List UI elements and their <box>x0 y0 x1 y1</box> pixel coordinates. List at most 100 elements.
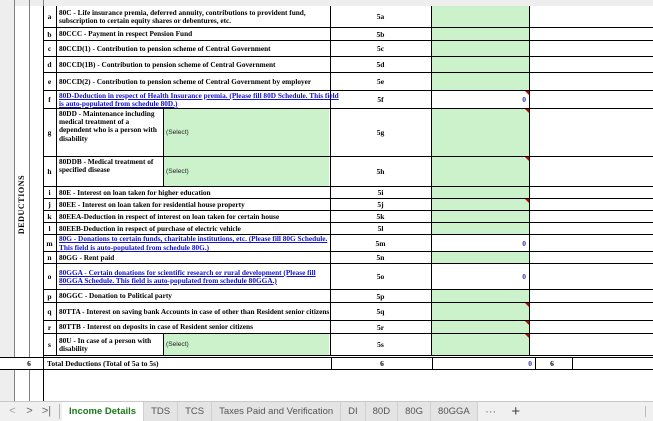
row-tail-cell <box>531 334 653 355</box>
amount-input-cell[interactable] <box>431 157 530 186</box>
nav-prev-icon[interactable]: < <box>9 405 16 417</box>
row-letter: f <box>43 91 57 108</box>
amount-input-cell[interactable] <box>431 187 530 198</box>
amount-input-cell[interactable]: 0 <box>431 235 530 251</box>
sheet-tab-80d[interactable]: 80D <box>365 402 399 421</box>
row-tail-cell <box>531 303 653 320</box>
amount-input-cell[interactable] <box>431 109 530 156</box>
schedule-link[interactable]: 80GGA - Certain donations for scientific… <box>59 267 316 285</box>
tab-separator <box>59 404 60 419</box>
schedule-link[interactable]: 80D-Deduction in respect of Health Insur… <box>59 90 339 108</box>
table-row: h 80DDB - Medical treatment of specified … <box>43 157 653 187</box>
row-tail-cell <box>531 321 653 333</box>
table-row: k 80EEA-Deduction in respect of interest … <box>43 211 653 223</box>
amount-input-cell[interactable]: 0 <box>431 91 530 108</box>
cell-comment-marker-icon <box>525 321 529 325</box>
cell-comment-marker-icon <box>525 157 529 161</box>
add-sheet-icon[interactable]: + <box>511 403 521 420</box>
row-letter: l <box>43 223 57 234</box>
row-letter: d <box>43 57 57 72</box>
amount-input-cell[interactable] <box>431 199 530 210</box>
amount-input-cell[interactable] <box>431 41 530 56</box>
select-dropdown[interactable]: (Select) <box>163 109 329 156</box>
nav-next-icon[interactable]: > <box>26 405 33 417</box>
row-description: 80TTB - Interest on deposits in case of … <box>59 322 253 332</box>
section-label-column <box>15 6 30 401</box>
row-code: 5q <box>330 303 430 320</box>
amount-input-cell[interactable] <box>431 73 530 90</box>
row-description: 80GG - Rent paid <box>59 252 115 262</box>
sheet-nav-arrows: < > >| <box>0 402 57 421</box>
total-row-tail <box>573 358 653 369</box>
total-row-value[interactable]: 0 <box>432 358 536 369</box>
sheet-tab-taxes-paid-and-verification[interactable]: Taxes Paid and Verification <box>212 402 342 421</box>
table-row: a 80C - Life insurance premia, deferred a… <box>43 6 653 28</box>
cell-comment-marker-icon <box>525 109 529 113</box>
row-description[interactable]: 80D-Deduction in respect of Health Insur… <box>57 91 343 108</box>
row-letter: j <box>43 199 57 210</box>
row-description: 80DDB - Medical treatment of specified d… <box>59 157 154 175</box>
row-tail-cell <box>531 28 653 40</box>
row-tail-cell <box>531 109 653 156</box>
nav-last-icon[interactable]: >| <box>41 405 52 417</box>
row-description: 80C - Life insurance premia, deferred an… <box>59 7 306 25</box>
amount-input-cell[interactable] <box>431 28 530 40</box>
row-letter: h <box>43 157 57 186</box>
sheet-tab-tds[interactable]: TDS <box>144 402 179 421</box>
section-vertical-label-text: DEDUCTIONS <box>17 174 27 234</box>
row-description[interactable]: 80G - Donations to certain funds, charit… <box>57 234 343 252</box>
row-code: 5i <box>330 187 430 198</box>
table-row: j 80EE - Interest on loan taken for resid… <box>43 199 653 211</box>
row-tail-cell <box>531 157 653 186</box>
cell-comment-marker-icon <box>525 199 529 203</box>
row-code: 5h <box>330 157 430 186</box>
row-letter: k <box>43 211 57 222</box>
amount-input-cell[interactable] <box>431 321 530 333</box>
table-row: b 80CCC - Payment in respect Pension Fund… <box>43 28 653 41</box>
sheet-tab-tcs[interactable]: TCS <box>178 402 213 421</box>
row-code: 5o <box>330 264 430 289</box>
amount-input-cell[interactable] <box>431 290 530 302</box>
row-letter: c <box>43 41 57 56</box>
row-tail-cell <box>531 57 653 72</box>
row-tail-cell <box>531 73 653 90</box>
amount-input-cell[interactable] <box>431 303 530 320</box>
row-code: 5b <box>330 28 430 40</box>
sheet-tab-di[interactable]: DI <box>341 402 366 421</box>
table-row: d 80CCD(1B) - Contribution to pension sch… <box>43 57 653 73</box>
amount-input-cell[interactable] <box>431 334 530 355</box>
row-code: 5m <box>330 235 430 251</box>
total-row-code: 6 <box>331 358 432 369</box>
total-row-value-secondary: 6 <box>532 358 573 369</box>
select-dropdown[interactable]: (Select) <box>163 157 329 186</box>
schedule-link[interactable]: 80G - Donations to certain funds, charit… <box>59 234 328 252</box>
row-letter: p <box>43 290 57 302</box>
amount-input-cell[interactable]: 0 <box>431 264 530 289</box>
row-description[interactable]: 80GGA - Certain donations for scientific… <box>57 264 343 289</box>
amount-input-cell[interactable] <box>431 57 530 72</box>
row-description: 80E - Interest on loan taken for higher … <box>59 187 211 197</box>
row-tail-cell <box>531 223 653 234</box>
amount-input-cell[interactable] <box>431 223 530 234</box>
sheet-tab-80g[interactable]: 80G <box>398 402 432 421</box>
row-code: 5j <box>330 199 430 210</box>
row-code: 5a <box>330 6 430 27</box>
table-row: g 80DD - Maintenance including medical tr… <box>43 109 653 157</box>
table-row: r 80TTB - Interest on deposits in case of… <box>43 321 653 334</box>
row-tail-cell <box>531 199 653 210</box>
total-row-label: Total Deductions (Total of 5a to 5s) <box>47 359 159 368</box>
sheet-tab-80gga[interactable]: 80GGA <box>431 402 478 421</box>
amount-input-cell[interactable] <box>431 252 530 263</box>
row-code: 5g <box>330 109 430 156</box>
row-letter: m <box>43 235 57 251</box>
select-dropdown[interactable]: (Select) <box>163 334 329 355</box>
sheet-tab-income-details[interactable]: Income Details <box>62 402 145 421</box>
row-code: 5n <box>330 252 430 263</box>
cell-comment-marker-icon <box>525 334 529 338</box>
tabbar-end <box>528 402 653 421</box>
row-description: 80CCD(1) - Contribution to pension schem… <box>59 43 271 53</box>
amount-input-cell[interactable] <box>431 6 530 27</box>
cell-comment-marker-icon <box>525 91 529 95</box>
tab-overflow-icon[interactable]: ··· <box>485 405 497 418</box>
amount-input-cell[interactable] <box>431 211 530 222</box>
